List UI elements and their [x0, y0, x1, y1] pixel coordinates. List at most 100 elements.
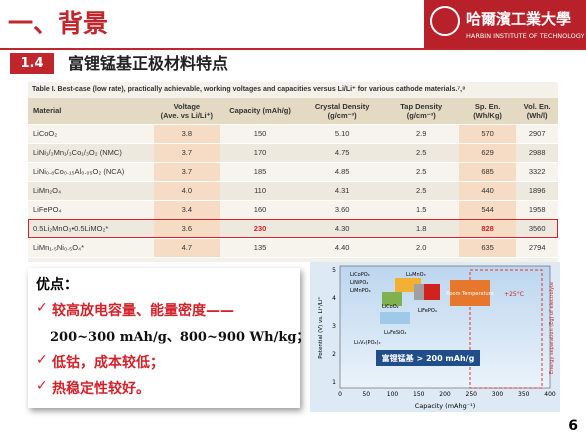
table-cell: LiCoO₂ [28, 124, 155, 144]
table-cell: 3.8 [154, 124, 220, 144]
logo-emblem [430, 6, 460, 36]
table-caption: Table I. Best-case (low rate), practical… [32, 86, 466, 93]
table-cell: 2.5 [383, 181, 459, 201]
table-row: LiMn₂O₄ 4.0 110 4.31 2.5 440 1896 [28, 181, 558, 201]
table-row: 0.5Li₂MnO₃•0.5LiMO₂* 3.6 230 4.30 1.8 828 3560 [28, 219, 558, 239]
material-label: LiCoPO₄ [350, 272, 370, 278]
x-tick-label: 0 [338, 391, 342, 398]
table-cell: 2988 [516, 143, 558, 163]
x-tick-label: 250 [466, 391, 478, 398]
table-cell: 3560 [516, 219, 558, 239]
column-header-line: Vol. En. [523, 101, 551, 111]
logo: 哈爾濱工業大學 HARBIN INSTITUTE OF TECHNOLOGY [424, 0, 586, 48]
logo-cn: 哈爾濱工業大學 [466, 10, 572, 28]
y-tick-label: 2 [332, 351, 336, 358]
table-row: LiNi₁/₃Mn₁/₃Co₁/₃O₂ (NMC) 3.7 170 4.75 2.5 62… [28, 143, 558, 163]
table-cell: LiMn₁.₅Ni₀.₅O₄* [28, 238, 155, 258]
table-cell: 185 [219, 162, 301, 182]
table-cell: 1896 [516, 181, 558, 201]
column-header: Capacity (mAh/g) [219, 98, 301, 125]
table-cell: 0.5Li₂MnO₃•0.5LiMO₂* [28, 219, 155, 239]
table-cell: LiNi₀.₈Co₀.₁₅Al₀.₀₅O₂ (NCA) [28, 162, 155, 182]
table-cell: 440 [458, 181, 517, 201]
table-cell: 828 [458, 219, 517, 239]
material-label: LiFePO₄ [418, 308, 437, 314]
side-label: Energy separation (Eg) of electrolyte [549, 282, 555, 374]
table-cell: 110 [219, 181, 301, 201]
material-label: Li₂FeSiO₄ [384, 330, 406, 336]
table-panel: Table I. Best-case (low rate), practical… [28, 82, 558, 262]
table-cell: 5.10 [300, 124, 384, 144]
material-label: Li₃V₂(PO₄)₃ [354, 340, 380, 346]
table-cell: 150 [219, 124, 301, 144]
column-header-line: (g/cm⁻³) [406, 110, 436, 120]
table-row: LiNi₀.₈Co₀.₁₅Al₀.₀₅O₂ (NCA) 3.7 185 4.85 2.5… [28, 162, 558, 182]
callout-box [376, 350, 480, 366]
column-header-line: Crystal Density [314, 101, 370, 111]
section-number: 1.4 [10, 53, 54, 74]
table-cell: 4.85 [300, 162, 384, 182]
y-tick-label: 4 [332, 295, 336, 302]
table-cell: 570 [458, 124, 517, 144]
check-icon: ✓ [36, 300, 48, 316]
table-cell: 4.30 [300, 219, 384, 239]
table-cell: 629 [458, 143, 517, 163]
advantage-text: 较高放电容量、能量密度—— [52, 303, 234, 319]
temp-label: +25°C [504, 291, 524, 298]
table-row: LiMn₁.₅Ni₀.₅O₄* 4.7 135 4.40 2.0 635 2794 [28, 238, 558, 258]
x-tick-label: 200 [439, 391, 451, 398]
table: Material Voltage (Ave. vs Li/Li⁺) Capacity … [28, 98, 558, 258]
page-number: 6 [568, 418, 578, 434]
table-cell: 3.60 [300, 200, 384, 220]
material-label: LiCoO₂ [382, 304, 399, 310]
table-cell: 2.0 [383, 238, 459, 258]
table-cell: 4.0 [154, 181, 220, 201]
table-cell: 135 [219, 238, 301, 258]
table-cell: 685 [458, 162, 517, 182]
callout: 富锂锰基 > 200 mAh/g [382, 353, 475, 363]
y-tick-label: 3 [332, 323, 336, 330]
table-cell: 1.8 [383, 219, 459, 239]
header-row: Material Voltage (Ave. vs Li/Li⁺) Capacity … [28, 98, 558, 125]
table-cell: 4.75 [300, 143, 384, 163]
x-tick-label: 400 [544, 391, 556, 398]
table-cell: 170 [219, 143, 301, 163]
advantage-text: 低钴，成本较低； [52, 355, 164, 371]
y-tick-label: 1 [332, 379, 336, 386]
header-title: 一、背景 [8, 9, 109, 38]
table-cell: 2.5 [383, 162, 459, 182]
logo-en: HARBIN INSTITUTE OF TECHNOLOGY [466, 32, 585, 40]
table-cell: LiMn₂O₄ [28, 181, 155, 201]
advantage-text: 200~300 mAh/g、800~900 Wh/kg； [50, 330, 310, 345]
y-tick-label: 5 [332, 267, 336, 274]
check-icon: ✓ [36, 352, 48, 368]
figure: 0 50 100 150 200 250 300 350 400 1 2 3 4 5 Capacity (m… [310, 262, 560, 412]
column-header-line: (Wh/l) [526, 110, 548, 120]
table-cell: 3322 [516, 162, 558, 182]
column-header: Voltage (Ave. vs Li/Li⁺) [154, 98, 220, 125]
column-header: Material [28, 98, 155, 125]
check-icon: ✓ [36, 378, 48, 394]
table-cell: 635 [458, 238, 517, 258]
material-label: LiNiPO₄ [350, 280, 368, 286]
table-cell: LiNi₁/₃Mn₁/₃Co₁/₃O₂ (NMC) [28, 143, 155, 163]
region [380, 312, 410, 324]
table-cell: 4.31 [300, 181, 384, 201]
header-rule [0, 48, 586, 50]
y-axis-label: Potential (V) vs. Li⁺/Li⁰ [317, 297, 324, 359]
table-cell: 2907 [516, 124, 558, 144]
column-header: Crystal Density (g/cm⁻³) [300, 98, 384, 125]
plot-area [339, 265, 551, 389]
table-cell: 4.40 [300, 238, 384, 258]
table-row: LiFePO₄ 3.4 160 3.60 1.5 544 1958 [28, 200, 558, 220]
advantage-text: 热稳定性较好。 [52, 381, 150, 397]
column-header-line: Voltage [173, 101, 201, 111]
column-header: Sp. En. (Wh/Kg) [458, 98, 517, 125]
table-cell: 3.7 [154, 162, 220, 182]
material-label: LiMnPO₄ [350, 288, 371, 294]
table-cell: 4.7 [154, 238, 220, 258]
column-header-line: (Wh/Kg) [473, 110, 502, 120]
section-title: 富锂锰基正极材料特点 [68, 54, 229, 73]
room-label: Room Temperature [446, 291, 494, 297]
column-header: Tap Density (g/cm⁻³) [383, 98, 459, 125]
